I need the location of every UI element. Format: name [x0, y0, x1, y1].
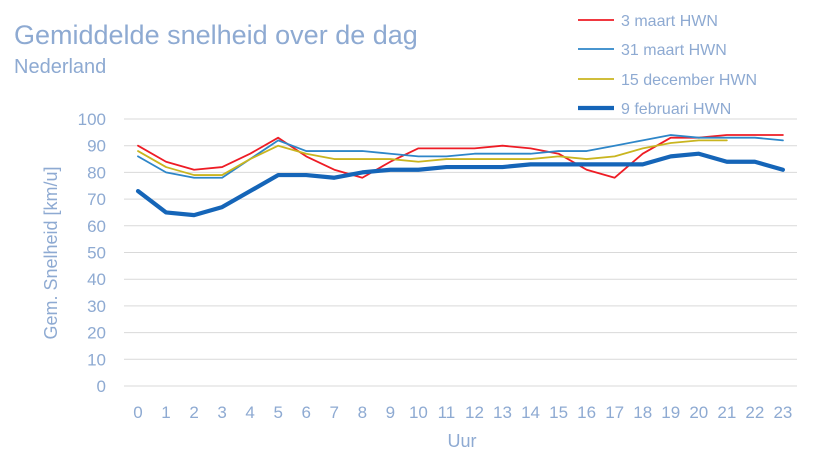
x-tick-label: 22	[745, 403, 764, 422]
x-tick-label: 2	[189, 403, 198, 422]
y-tick-label: 0	[97, 377, 106, 396]
series-lines	[135, 134, 786, 218]
series-line-4	[135, 151, 786, 218]
y-axis-label: Gem. Snelheid [km/u]	[41, 166, 61, 339]
x-tick-label: 0	[133, 403, 142, 422]
x-tick-label: 11	[438, 403, 456, 422]
x-tick-label: 9	[386, 403, 395, 422]
x-tick-label: 21	[717, 403, 736, 422]
grid	[124, 118, 797, 387]
chart-title: Gemiddelde snelheid over de dag	[14, 20, 418, 50]
x-tick-label: 7	[330, 403, 339, 422]
x-axis-label: Uur	[447, 431, 476, 451]
x-tick-label: 23	[773, 403, 792, 422]
x-tick-label: 19	[661, 403, 680, 422]
legend-label-1: 3 maart HWN	[621, 13, 718, 30]
x-tick-label: 6	[302, 403, 311, 422]
y-tick-label: 30	[87, 297, 106, 316]
y-tick-label: 50	[87, 244, 106, 263]
x-tick-label: 10	[409, 403, 428, 422]
y-tick-label: 20	[87, 324, 106, 343]
y-tick-label: 10	[87, 350, 106, 369]
legend-label-3: 15 december HWN	[621, 72, 757, 89]
x-axis-ticks: 0 1 2 3 4 5 6 7 8 9 10 11 12 13 14 15 16 17 18 19 20 21 22 23	[133, 403, 792, 422]
series-line-3	[137, 139, 728, 176]
x-tick-label: 16	[577, 403, 596, 422]
legend-label-4: 9 februari HWN	[621, 101, 731, 118]
x-tick-label: 14	[521, 403, 540, 422]
y-tick-label: 40	[87, 270, 106, 289]
x-tick-label: 1	[161, 403, 170, 422]
y-tick-label: 100	[78, 110, 106, 129]
y-tick-label: 90	[87, 137, 106, 156]
x-tick-label: 15	[549, 403, 568, 422]
y-tick-label: 70	[87, 190, 106, 209]
x-tick-label: 8	[358, 403, 367, 422]
x-tick-label: 12	[465, 403, 484, 422]
x-tick-label: 3	[217, 403, 226, 422]
chart-subtitle: Nederland	[14, 56, 106, 78]
x-tick-label: 20	[689, 403, 708, 422]
y-tick-label: 80	[87, 163, 106, 182]
y-tick-label: 60	[87, 217, 106, 236]
x-tick-label: 18	[633, 403, 652, 422]
series-line-1	[137, 134, 784, 179]
legend: 3 maart HWN 31 maart HWN 15 december HWN 9 …	[578, 13, 757, 118]
legend-label-2: 31 maart HWN	[621, 42, 727, 59]
x-tick-label: 17	[605, 403, 624, 422]
x-tick-label: 4	[245, 403, 254, 422]
x-tick-label: 5	[273, 403, 282, 422]
x-tick-label: 13	[493, 403, 512, 422]
y-axis-ticks: 0 10 20 30 40 50 60 70 80 90 100	[78, 110, 106, 396]
